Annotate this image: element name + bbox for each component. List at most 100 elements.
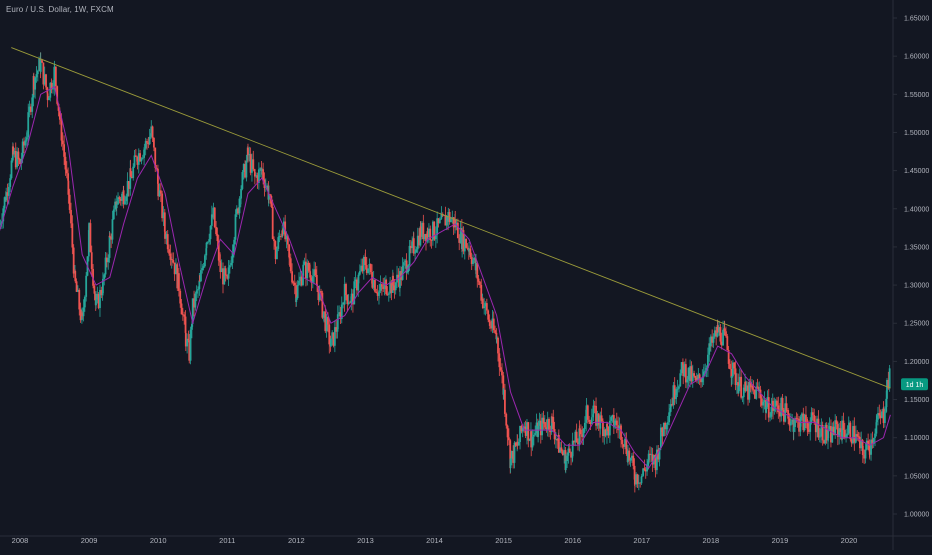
candle-body: [799, 416, 802, 427]
candle-body: [659, 427, 662, 448]
candle-body: [527, 422, 530, 441]
candle-body: [516, 441, 519, 446]
candle-body: [502, 375, 505, 395]
candle-body: [546, 418, 549, 430]
candle-body: [115, 204, 118, 209]
candle-body: [136, 156, 139, 162]
candle-body: [698, 374, 701, 379]
candle-body: [514, 442, 517, 446]
candle-body: [206, 241, 209, 243]
candle-body: [157, 168, 159, 184]
candle-body: [640, 476, 643, 484]
candle-body: [586, 405, 589, 420]
candle-body: [745, 385, 748, 391]
candle-body: [615, 420, 618, 426]
candle-body: [380, 284, 383, 287]
candle-body: [154, 147, 157, 168]
price-axis[interactable]: 1.65000 1.60000 1.55000 1.50000 1.45000 1.400…: [892, 0, 929, 550]
candle-body: [222, 268, 224, 285]
candle-body: [526, 422, 528, 436]
y-tick-label: 1.30000: [904, 283, 929, 290]
candle-body: [666, 422, 669, 425]
candle-body: [779, 411, 781, 417]
candle-body: [114, 201, 117, 210]
candle-body: [535, 422, 538, 434]
candle-body: [639, 482, 642, 484]
candle-body: [53, 66, 56, 68]
candle-body: [454, 219, 457, 228]
last-price-tag: 1d 1h: [901, 378, 928, 391]
candle-body: [752, 389, 755, 391]
candle-body: [24, 140, 27, 146]
candle-body: [191, 298, 194, 324]
candle-body: [346, 294, 349, 305]
candle-body: [539, 420, 542, 436]
candle-body: [585, 405, 588, 410]
candle-body: [128, 181, 130, 189]
candle-body: [691, 373, 694, 382]
candle-body: [173, 262, 176, 275]
candle-body: [682, 365, 685, 377]
candle-body: [172, 260, 175, 263]
candle-body: [879, 415, 882, 418]
candle-body: [140, 158, 143, 162]
candle-body: [208, 239, 211, 242]
time-axis[interactable]: 2008 2009 2010 2011 2012 2013 2014 2015 2016 2017…: [0, 535, 932, 545]
candle-body: [375, 291, 378, 293]
candle-body: [523, 426, 526, 429]
trendline-layer[interactable]: [11, 47, 891, 389]
candle-body: [336, 329, 339, 332]
candle-body: [810, 412, 813, 423]
candle-body: [325, 317, 328, 332]
candle-body: [463, 238, 466, 252]
candle-body: [597, 413, 600, 425]
candle-body: [703, 371, 705, 376]
candle-body: [97, 294, 100, 309]
candle-body: [512, 450, 515, 463]
candle-body: [863, 454, 866, 459]
candle-body: [488, 321, 491, 326]
candle-body: [378, 290, 381, 292]
candle-body: [200, 270, 202, 282]
candle-body: [861, 445, 864, 455]
candle-body: [568, 448, 571, 453]
candle-body: [461, 230, 464, 249]
candle-body: [637, 482, 640, 484]
x-tick-label: 2020: [841, 536, 858, 545]
candle-body: [298, 280, 300, 285]
trendline[interactable]: [11, 47, 891, 389]
candle-body: [567, 448, 570, 456]
candle-body: [480, 284, 483, 301]
candle-body: [709, 336, 712, 347]
candle-body: [794, 418, 796, 427]
candle-body: [798, 418, 800, 432]
candle-body: [690, 366, 693, 382]
candle-body: [556, 438, 559, 441]
candle-body: [853, 426, 856, 443]
candle-body: [548, 418, 550, 430]
candle-body: [838, 428, 841, 437]
y-tick-label: 1.35000: [904, 244, 929, 251]
candle-body: [110, 236, 113, 240]
candle-body: [671, 404, 673, 406]
candles-layer: [0, 52, 891, 493]
candle-body: [502, 389, 505, 395]
candle-body: [390, 281, 393, 293]
candle-body: [27, 112, 30, 138]
candle-body: [821, 425, 824, 441]
candle-body: [737, 386, 740, 394]
candle-body: [809, 422, 812, 432]
candle-body: [888, 368, 891, 389]
candle-body: [332, 332, 335, 346]
candle-body: [146, 141, 148, 143]
candle-body: [769, 416, 771, 418]
candle-body: [194, 293, 197, 308]
candle-body: [760, 398, 763, 406]
candle-body: [887, 379, 890, 389]
candle-body: [386, 294, 389, 295]
candle-body: [191, 323, 193, 330]
candle-body: [510, 450, 513, 459]
candle-body: [636, 474, 639, 484]
